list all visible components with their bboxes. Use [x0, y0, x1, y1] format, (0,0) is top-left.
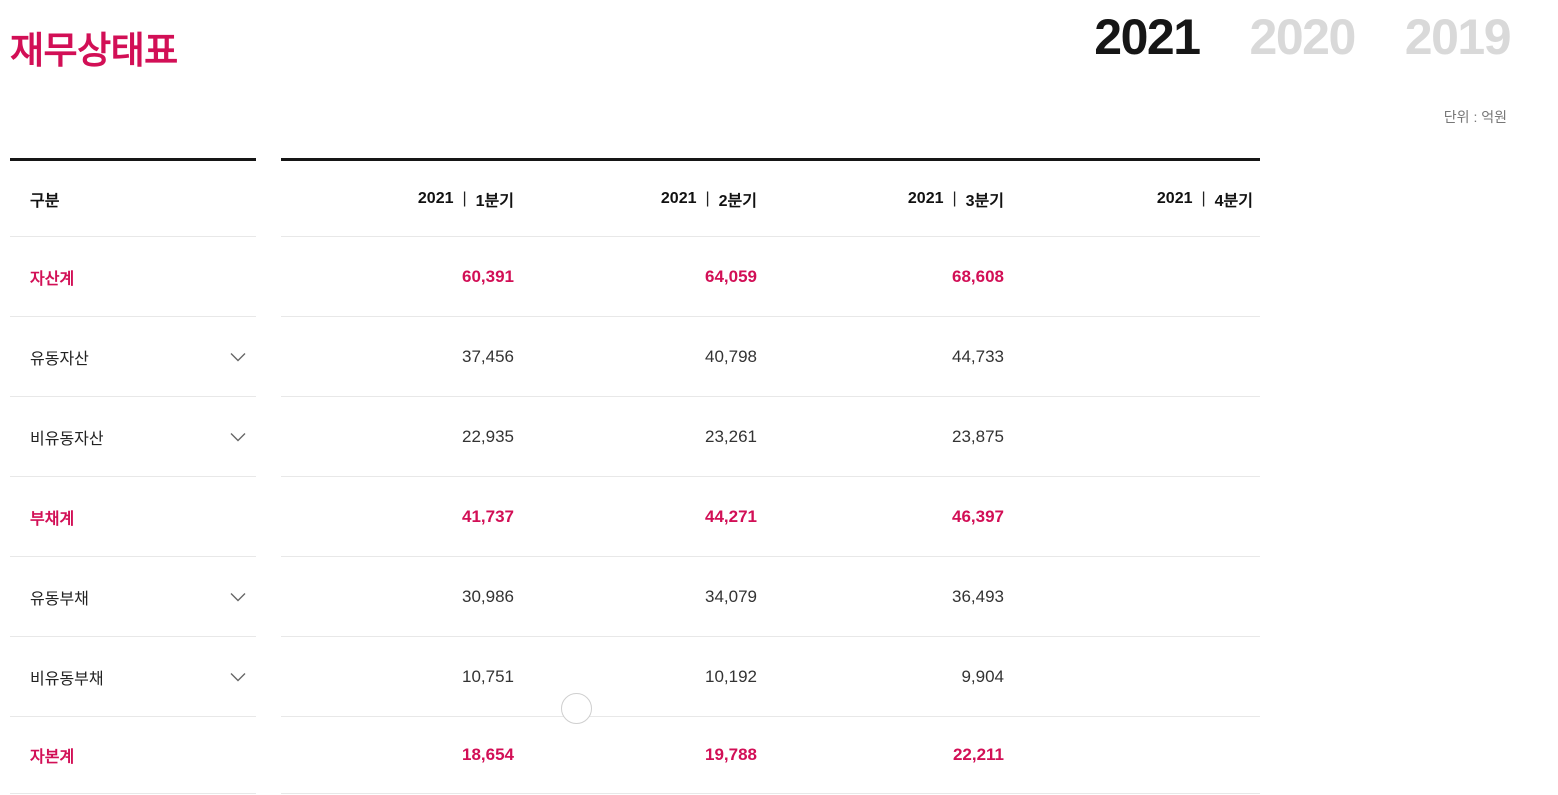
value-cell: 22,935 — [462, 426, 514, 446]
header-separator: | — [705, 189, 710, 207]
header-separator: | — [1201, 189, 1206, 207]
value-cell: 10,751 — [462, 666, 514, 686]
year-tabs: 2021 2020 2019 — [1094, 9, 1512, 65]
row-label: 자본계 — [30, 749, 75, 766]
table-row-values: 30,986 34,079 36,493 — [281, 557, 1260, 637]
value-cell — [1011, 397, 1260, 476]
financial-statement-table: 구분 자산계 유동자산 비유동자산 부채계 유동부채 비유동부채 — [10, 158, 1260, 794]
table-row-values: 41,737 44,271 46,397 — [281, 477, 1260, 557]
value-cell: 44,271 — [705, 506, 757, 526]
header-separator: | — [462, 189, 467, 207]
value-cell — [1011, 477, 1260, 556]
value-cell: 60,391 — [462, 266, 514, 286]
year-tab-2019[interactable]: 2019 — [1404, 9, 1512, 65]
row-label: 비유동부채 — [30, 670, 104, 688]
value-cell: 36,493 — [952, 586, 1004, 606]
table-row-values: 37,456 40,798 44,733 — [281, 317, 1260, 397]
value-cell — [1011, 237, 1260, 316]
category-column: 구분 자산계 유동자산 비유동자산 부채계 유동부채 비유동부채 — [10, 158, 256, 794]
row-label: 유동부채 — [30, 590, 89, 608]
value-cell: 10,192 — [705, 666, 757, 686]
value-cell: 23,261 — [705, 426, 757, 446]
quarter-header: 2021 | 1분기 — [417, 189, 514, 210]
unit-label: 단위 : 억원 — [1443, 109, 1507, 125]
row-label: 유동자산 — [30, 350, 89, 368]
value-cell — [1011, 317, 1260, 396]
page-title: 재무상태표 — [10, 30, 178, 71]
value-cell: 22,211 — [952, 745, 1004, 764]
value-cell: 18,654 — [462, 745, 514, 764]
table-row-label: 자본계 — [10, 717, 256, 794]
chevron-down-icon[interactable] — [230, 592, 246, 602]
table-row-values: 10,751 10,192 9,904 — [281, 637, 1260, 717]
year-tab-2021[interactable]: 2021 — [1094, 9, 1201, 65]
value-cell: 64,059 — [705, 266, 757, 286]
table-row-label[interactable]: 유동부채 — [10, 557, 256, 637]
table-row-values: 18,654 19,788 22,211 — [281, 717, 1260, 794]
category-header: 구분 — [10, 161, 256, 237]
quarter-header: 2021 | 3분기 — [907, 189, 1004, 210]
quarter-header-row: 2021 | 1분기 2021 | 2분기 2021 | 3분기 2021 | 4분기 — [281, 161, 1260, 237]
value-cell: 19,788 — [705, 745, 757, 764]
table-row-label: 부채계 — [10, 477, 256, 557]
values-columns: 2021 | 1분기 2021 | 2분기 2021 | 3분기 2021 | 4분기 60,3… — [281, 158, 1260, 794]
value-cell: 44,733 — [952, 346, 1004, 366]
value-cell: 40,798 — [705, 346, 757, 366]
value-cell: 23,875 — [952, 426, 1004, 446]
value-cell: 41,737 — [462, 506, 514, 526]
value-cell — [1011, 717, 1260, 793]
header-separator: | — [952, 189, 957, 207]
row-label: 비유동자산 — [30, 430, 104, 448]
value-cell: 30,986 — [462, 586, 514, 606]
value-cell: 37,456 — [462, 346, 514, 366]
year-tab-2020[interactable]: 2020 — [1249, 9, 1357, 65]
value-cell: 46,397 — [952, 506, 1004, 526]
quarter-header: 2021 | 2분기 — [660, 189, 757, 210]
value-cell: 34,079 — [705, 586, 757, 606]
table-row-values: 22,935 23,261 23,875 — [281, 397, 1260, 477]
table-row-label[interactable]: 유동자산 — [10, 317, 256, 397]
row-label: 부채계 — [30, 510, 75, 528]
value-cell: 68,608 — [952, 266, 1004, 286]
row-label: 자산계 — [30, 270, 75, 288]
table-row-label[interactable]: 비유동부채 — [10, 637, 256, 717]
drag-handle-circle[interactable] — [561, 693, 592, 724]
chevron-down-icon[interactable] — [230, 432, 246, 442]
table-row-values: 60,391 64,059 68,608 — [281, 237, 1260, 317]
chevron-down-icon[interactable] — [230, 672, 246, 682]
value-cell — [1011, 637, 1260, 716]
value-cell: 9,904 — [961, 666, 1004, 686]
quarter-header: 2021 | 4분기 — [1156, 189, 1253, 210]
value-cell — [1011, 557, 1260, 636]
chevron-down-icon[interactable] — [230, 352, 246, 362]
table-row-label[interactable]: 비유동자산 — [10, 397, 256, 477]
table-row-label: 자산계 — [10, 237, 256, 317]
